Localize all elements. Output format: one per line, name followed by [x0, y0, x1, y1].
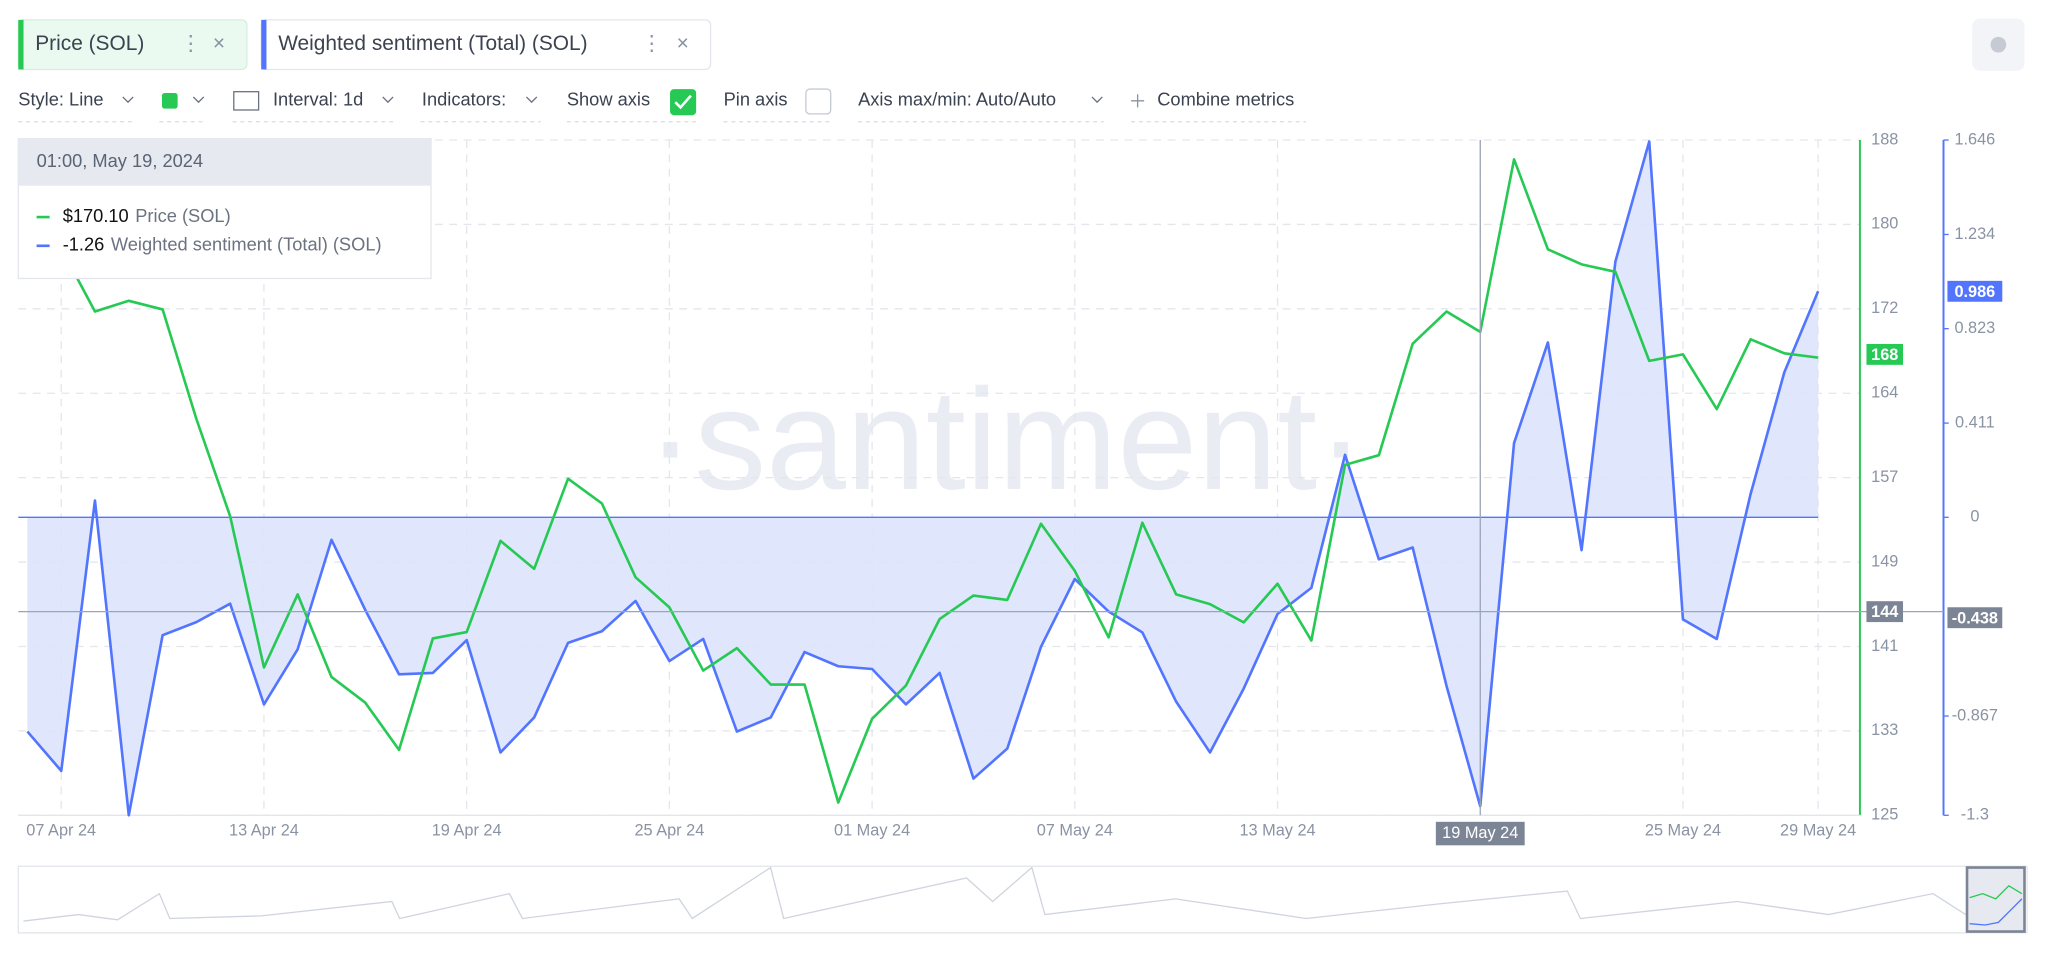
x-tick-label: 25 May 24 — [1645, 821, 1721, 839]
pin-axis-label: Pin axis — [724, 89, 788, 110]
color-picker[interactable] — [161, 93, 178, 109]
chevron — [525, 96, 538, 104]
interval-select[interactable]: Interval: 1d — [273, 89, 363, 110]
y2-tick-label: -1.3 — [1961, 806, 1989, 824]
tooltip-series-name: Weighted sentiment (Total) (SOL) — [111, 234, 382, 255]
y2-tick-label: 0.823 — [1954, 319, 1995, 337]
tooltip-header — [18, 138, 432, 186]
interval-icon — [233, 91, 260, 111]
tab-menu[interactable]: ⋮ — [641, 32, 662, 55]
combine-metrics[interactable]: Combine metrics — [1157, 89, 1294, 110]
crosshair-x-badge — [1435, 821, 1525, 846]
x-tick-label: 07 May 24 — [1037, 821, 1113, 839]
settings-dot — [1990, 36, 2007, 53]
style-select[interactable]: Style: Line — [18, 89, 103, 110]
navigator[interactable] — [17, 865, 2028, 934]
tooltip-title: 01:00, May 19, 2024 — [37, 150, 204, 171]
y2-tick-label: 0.411 — [1955, 413, 1995, 431]
pin-axis-checkbox[interactable] — [805, 88, 832, 115]
chevron — [1091, 96, 1103, 104]
x-tick-label: 13 Apr 24 — [229, 821, 299, 839]
last-price: 168 — [1871, 346, 1898, 364]
indicators-select[interactable]: Indicators: — [422, 89, 506, 110]
y-tick-label: 141 — [1871, 637, 1898, 655]
plot-area: 125 133 141 149 157 164 172 180 188 -1.3 -0.867 0 0.… — [17, 130, 2003, 846]
crosshair-price: 144 — [1871, 603, 1898, 621]
crosshair-sentiment-bg — [1947, 607, 2003, 629]
tooltip-value: -1.26 — [63, 234, 105, 255]
x-tick-label: 19 May 24 — [1442, 824, 1518, 842]
navigator-preview — [23, 866, 1967, 922]
tab-price-label: Price (SOL) — [35, 32, 144, 55]
y-tick-label: 125 — [1871, 806, 1898, 824]
last-sentiment: 0.986 — [1954, 283, 1995, 301]
y-tick-label: 180 — [1871, 215, 1898, 233]
y-tick-label: 164 — [1871, 384, 1898, 402]
check — [674, 94, 692, 110]
chevron — [192, 96, 205, 104]
y-tick-label: 133 — [1871, 721, 1898, 739]
tab-menu[interactable]: ⋮ — [180, 32, 201, 55]
tooltip-value: $170.10 — [63, 205, 129, 226]
sentiment-area — [27, 141, 1819, 816]
plus-icon — [1131, 94, 1145, 108]
tab-close[interactable]: × — [213, 32, 225, 55]
x-tick-label: 25 Apr 24 — [634, 821, 704, 839]
tooltip-series-name: Price (SOL) — [135, 205, 230, 226]
y2-tick-label: 1.234 — [1954, 225, 1995, 243]
watermark: ·santiment· — [646, 360, 1365, 520]
x-tick-label: 13 May 24 — [1239, 821, 1315, 839]
y-tick-label: 157 — [1871, 468, 1898, 486]
navigator-price — [1969, 884, 2023, 900]
x-tick-label: 29 May 24 — [1780, 821, 1856, 839]
crosshair-price-bg — [1866, 601, 1904, 623]
tab-sentiment-indicator — [261, 19, 267, 70]
y-tick-label: 188 — [1871, 130, 1898, 148]
axis-minmax-select[interactable]: Axis max/min: Auto/Auto — [858, 89, 1056, 110]
y2-tick-label: 0 — [1970, 508, 1979, 526]
last-price-bg — [1866, 343, 1904, 365]
tooltip: 01:00, May 19, 2024 $170.10 Price (SOL) -1.… — [17, 138, 432, 280]
show-axis-label: Show axis — [567, 89, 650, 110]
navigator-sentiment — [1969, 898, 2023, 926]
x-tick-label: 19 Apr 24 — [432, 821, 502, 839]
last-sentiment-bg — [1947, 280, 2003, 302]
y2-tick-label: 1.646 — [1954, 130, 1995, 148]
toolbar: Style: Line Interval: 1d Indicators: Sho… — [18, 88, 1307, 123]
tab-price-indicator — [18, 19, 24, 70]
series-line — [26, 158, 1819, 804]
x-tick-label: 07 Apr 24 — [26, 821, 96, 839]
y2-tick-label: -0.867 — [1952, 706, 1998, 724]
tab-close[interactable]: × — [677, 32, 689, 55]
chevron — [122, 96, 134, 104]
crosshair-sentiment: -0.438 — [1952, 609, 1998, 627]
series-line — [26, 140, 1820, 817]
y-tick-label: 172 — [1871, 299, 1898, 317]
y-tick-label: 149 — [1871, 552, 1898, 570]
x-tick-label: 01 May 24 — [834, 821, 910, 839]
chevron — [382, 96, 394, 104]
show-axis-checkbox[interactable] — [670, 89, 697, 116]
tab-sentiment-label: Weighted sentiment (Total) (SOL) — [278, 32, 587, 55]
